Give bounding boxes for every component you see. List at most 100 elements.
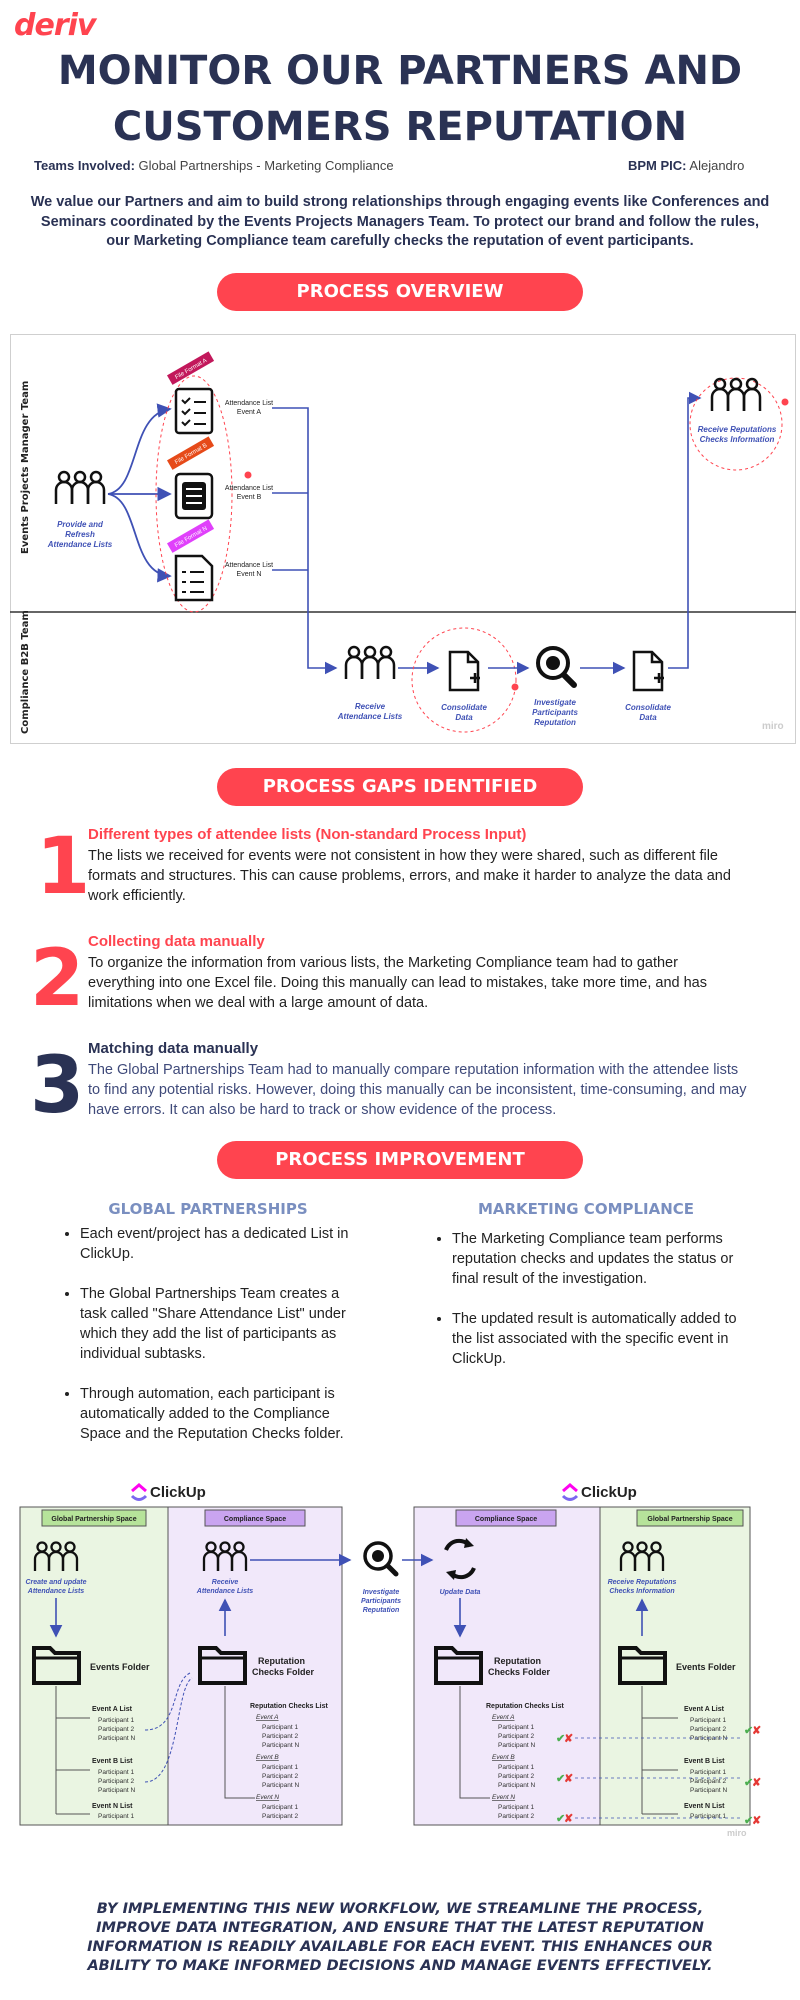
eb-p1-left: Participant 1: [98, 1769, 135, 1776]
svg-text:✘: ✘: [752, 1815, 761, 1827]
teams-value: Global Partnerships - Marketing Complian…: [138, 158, 394, 173]
doc-icon-n: [174, 554, 214, 602]
people-icon-receive-cu: [202, 1541, 248, 1571]
marker-dot-2: [511, 683, 519, 691]
miro-watermark-2: miro: [727, 1828, 747, 1838]
rl-a-p2: Participant 2: [262, 1733, 299, 1740]
rr-b-p2: Participant 2: [498, 1773, 535, 1780]
create-update-1: Create and update: [25, 1579, 86, 1586]
folder-icon-events-right: [618, 1646, 667, 1685]
process-improvement-pill: PROCESS IMPROVEMENT: [217, 1141, 583, 1179]
en-p1-left: Participant 1: [98, 1813, 135, 1820]
rep-folder-left-2: Checks Folder: [252, 1667, 315, 1677]
doc-icon-a: [174, 387, 214, 435]
rr-a-p2: Participant 2: [498, 1733, 535, 1740]
receive-lists-1: Receive: [355, 702, 386, 711]
receive-info-cu-1: Receive Reputations: [608, 1579, 677, 1586]
event-n-list-left: Event N List: [92, 1803, 133, 1810]
ea-p2-left: Participant 2: [98, 1726, 135, 1733]
svg-text:✘: ✘: [564, 1813, 573, 1825]
rep-ev-a-left: Event A: [256, 1714, 279, 1721]
mc-bullet-2: The updated result is automatically adde…: [452, 1309, 752, 1369]
ea-pn-left: Participant N: [98, 1735, 136, 1742]
svg-text:✘: ✘: [752, 1725, 761, 1737]
consolidate2-2: Data: [639, 713, 657, 722]
update-data-label: Update Data: [440, 1589, 481, 1596]
event-n-list-right: Event N List: [684, 1803, 725, 1810]
receive-lists-2: Attendance Lists: [337, 712, 403, 721]
check-icon: ✔✘ ✔✘ ✔✘: [556, 1733, 573, 1825]
comp-space-label-right: Compliance Space: [475, 1516, 537, 1523]
ea-p2-right: Participant 2: [690, 1726, 727, 1733]
marker-dot-3: [781, 398, 789, 406]
folder-icon-rep-left: [198, 1646, 247, 1685]
rl-b-p1: Participant 1: [262, 1764, 299, 1771]
teams-involved: Teams Involved: Global Partnerships - Ma…: [34, 158, 394, 173]
file-plus-icon-2: [632, 650, 664, 692]
process-overview-pill: PROCESS OVERVIEW: [217, 273, 583, 311]
investigate-cu-1: Investigate: [363, 1589, 400, 1596]
bpm-pic: BPM PIC: Alejandro: [628, 158, 744, 173]
list-b-l2: Event B: [237, 494, 262, 501]
gap-number-1: 1: [36, 822, 91, 912]
rep-ev-b-left: Event B: [256, 1754, 279, 1761]
consolidate2-1: Consolidate: [625, 703, 671, 712]
investigate-2: Participants: [532, 708, 578, 717]
marker-dot: [244, 471, 252, 479]
pic-label: BPM PIC:: [628, 158, 687, 173]
rep-folder-right-1: Reputation: [494, 1656, 541, 1666]
rr-b-pn: Participant N: [498, 1782, 536, 1789]
check-icon-gp: ✔✘ ✔✘ ✔✘: [744, 1725, 761, 1827]
create-update-2: Attendance Lists: [27, 1588, 85, 1595]
rr-n-p1: Participant 1: [498, 1804, 535, 1811]
clickup-text-right: ClickUp: [581, 1484, 637, 1501]
rep-list-right: Reputation Checks List: [486, 1703, 564, 1710]
ea-p1-left: Participant 1: [98, 1717, 135, 1724]
gap-text-1: The lists we received for events were no…: [88, 848, 731, 904]
folder-icon-events-left: [32, 1646, 81, 1685]
refresh-icon: [444, 1538, 476, 1580]
receive-cu-1: Receive: [212, 1579, 239, 1586]
provide-label-1: Provide and: [57, 520, 104, 529]
list-b-l1: Attendance List: [225, 485, 273, 492]
lane-top-label: Events Projects Manager Team: [20, 381, 31, 554]
rl-b-pn: Participant N: [262, 1782, 300, 1789]
process-gaps-pill: PROCESS GAPS IDENTIFIED: [217, 768, 583, 806]
list-a-l2: Event A: [237, 409, 261, 416]
gp-bullet-3: Through automation, each participant is …: [80, 1384, 360, 1444]
mc-bullets: The Marketing Compliance team performs r…: [452, 1229, 752, 1389]
events-folder-right: Events Folder: [676, 1662, 736, 1672]
page-title-line1: MONITOR OUR PARTNERS AND: [57, 48, 743, 94]
mc-bullet-1: The Marketing Compliance team performs r…: [452, 1229, 752, 1289]
footer-text: BY IMPLEMENTING THIS NEW WORKFLOW, WE ST…: [87, 1901, 713, 1974]
receive-cu-2: Attendance Lists: [196, 1588, 254, 1595]
gap-text-3: The Global Partnerships Team had to manu…: [88, 1062, 747, 1118]
eb-pn-left: Participant N: [98, 1787, 136, 1794]
investigate-cu-2: Participants: [361, 1598, 401, 1605]
miro-watermark: miro: [762, 721, 784, 732]
svg-text:✔: ✔: [556, 1773, 565, 1785]
svg-text:✘: ✘: [564, 1733, 573, 1745]
comp-space-box-left: [167, 1506, 343, 1826]
rep-folder-left-1: Reputation: [258, 1656, 305, 1666]
ea-pn-right: Participant N: [690, 1735, 728, 1742]
file-plus-icon-1: [448, 650, 480, 692]
eb-p1-right: Participant 1: [690, 1769, 727, 1776]
rep-list-left: Reputation Checks List: [250, 1703, 328, 1710]
investigate-cu-3: Reputation: [363, 1607, 400, 1614]
gap-number-2: 2: [30, 934, 85, 1024]
rr-n-p2: Participant 2: [498, 1813, 535, 1820]
gap-title-1: Different types of attendee lists (Non-s…: [88, 826, 527, 843]
receive-info-2: Checks Information: [700, 435, 775, 444]
rep-ev-b-right: Event B: [492, 1754, 515, 1761]
comp-space-box-right: [413, 1506, 601, 1826]
event-a-list-left: Event A List: [92, 1706, 133, 1713]
highlight-ellipse: [155, 375, 233, 613]
svg-text:✔: ✔: [744, 1815, 753, 1827]
event-b-list-right: Event B List: [684, 1758, 725, 1765]
gp-bullet-1: Each event/project has a dedicated List …: [80, 1224, 360, 1264]
list-n-l1: Attendance List: [225, 562, 273, 569]
people-icon-receive: [344, 645, 396, 679]
lane-bottom-label: Compliance B2B Team: [20, 610, 31, 734]
rl-a-p1: Participant 1: [262, 1724, 299, 1731]
